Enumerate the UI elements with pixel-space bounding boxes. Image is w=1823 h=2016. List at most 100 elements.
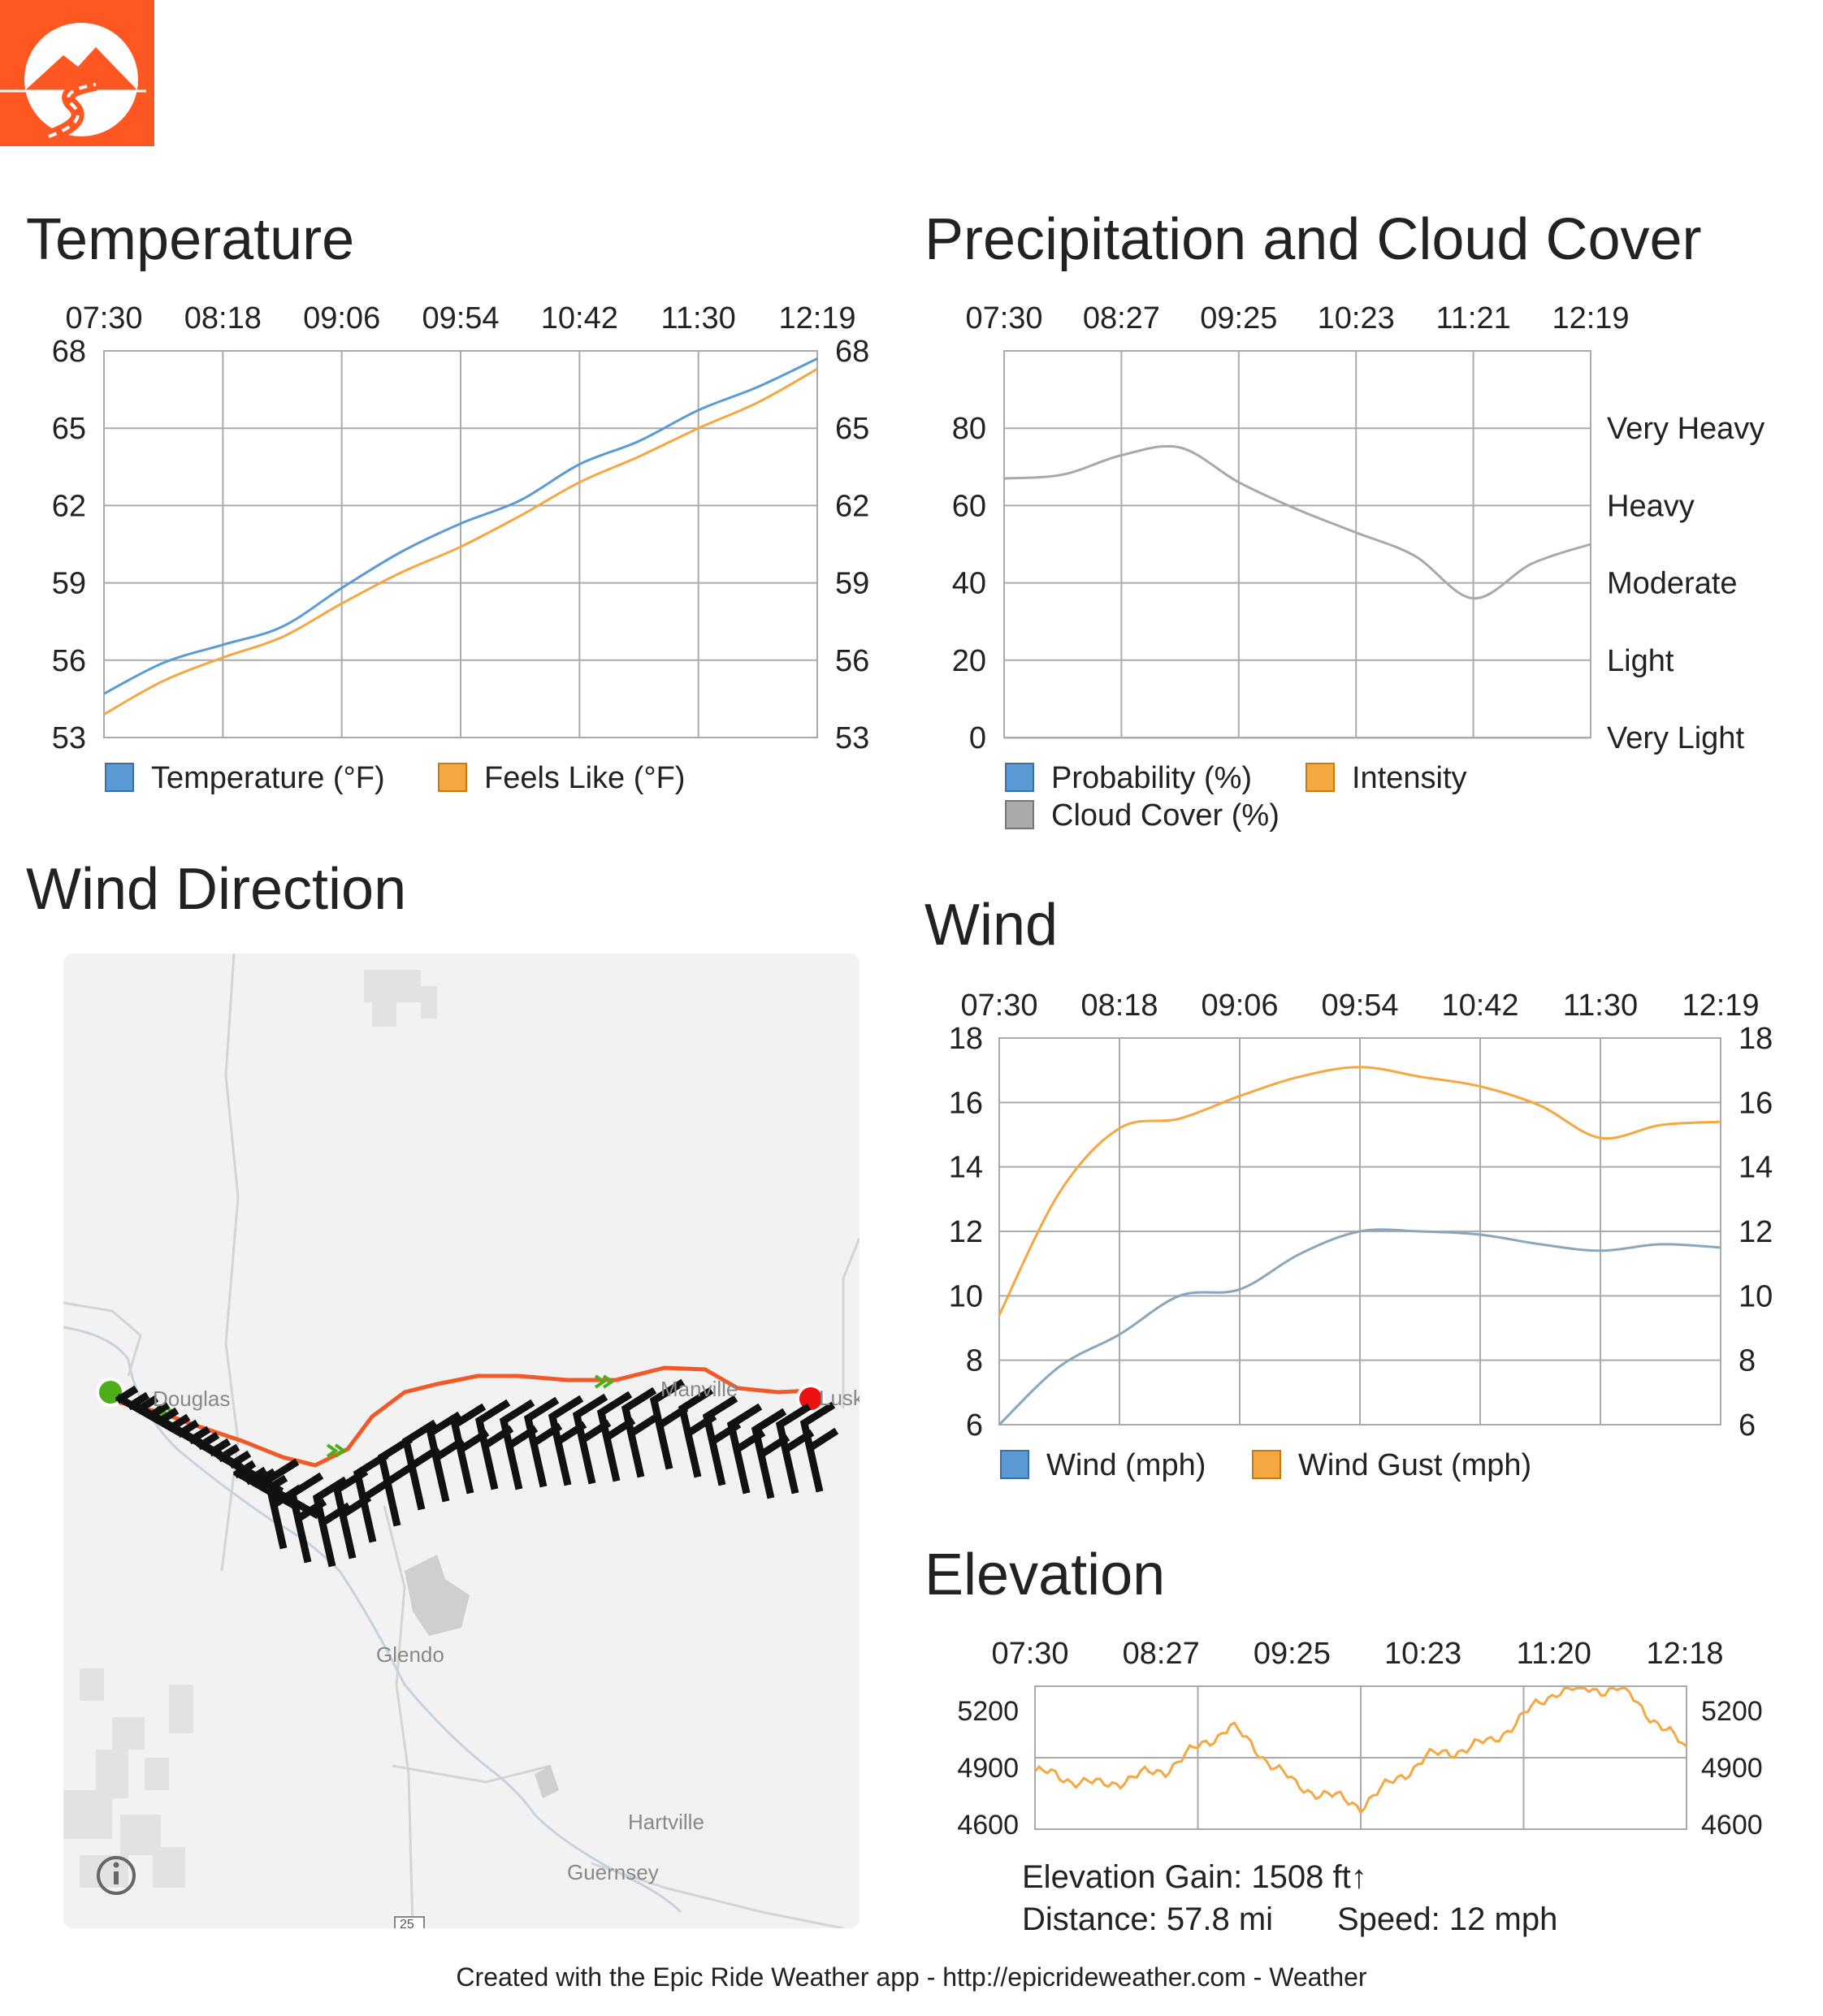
info-icon[interactable]	[97, 1856, 136, 1895]
cloud-cover-line	[1003, 444, 1591, 600]
elevation-title: Elevation	[924, 1542, 1166, 1607]
map-label-guernsey: Guernsey	[567, 1860, 659, 1884]
wind-y-tick: 6	[1739, 1408, 1756, 1443]
wind-time-label: 07:30	[960, 989, 1037, 1023]
precipitation-time-label: 09:25	[1200, 301, 1277, 335]
feels-like-legend-swatch	[438, 763, 467, 792]
app-title: Epic Ride Weather	[698, 27, 1125, 81]
route-speed: Speed: 12 mph	[1337, 1901, 1557, 1937]
temperature-y-tick: 68	[835, 335, 869, 369]
elevation-axis-labels: 07:30 08:27 09:25 10:23 11:20 12:18 5200 5200 49…	[957, 1637, 1762, 1841]
temperature-y-tick: 68	[52, 335, 86, 369]
wind-direction-title: Wind Direction	[26, 857, 407, 922]
temperature-legend-swatch	[105, 763, 134, 792]
wind-title: Wind	[924, 893, 1059, 958]
wind-y-tick: 18	[1739, 1022, 1773, 1056]
wind-y-tick: 8	[966, 1344, 983, 1378]
map-label-glendo: Glendo	[376, 1642, 444, 1667]
wind-barbs	[115, 1378, 839, 1568]
elevation-y-tick: 4600	[957, 1810, 1019, 1841]
temperature-time-label: 12:19	[778, 301, 855, 335]
precipitation-intensity-tick: Moderate	[1607, 567, 1738, 601]
wind-y-tick: 10	[949, 1279, 983, 1313]
cloud-cover-legend-swatch	[1005, 800, 1034, 829]
route-distance: Distance: 57.8 mi	[1022, 1901, 1273, 1937]
elevation-y-tick: 5200	[957, 1696, 1019, 1727]
temperature-time-label: 09:06	[303, 301, 380, 335]
elevation-y-tick: 4600	[1701, 1810, 1763, 1841]
precipitation-time-label: 11:21	[1435, 301, 1510, 335]
intensity-legend-swatch	[1306, 763, 1335, 792]
temperature-y-tick: 53	[52, 721, 86, 755]
wind-time-label: 09:06	[1201, 989, 1278, 1023]
elevation-time-label: 07:30	[991, 1637, 1068, 1671]
wind-y-tick: 18	[949, 1022, 983, 1056]
wind-line	[998, 1228, 1721, 1426]
header-bar: Epic Ride Weather July 6, 2023 at 07:30	[0, 0, 1823, 146]
temperature-y-tick: 53	[835, 721, 869, 755]
feels-like-legend-label: Feels Like (°F)	[484, 761, 685, 795]
precipitation-time-label: 10:23	[1318, 301, 1395, 335]
elevation-gain: Elevation Gain: 1508 ft↑	[1022, 1859, 1367, 1895]
temperature-y-tick: 65	[52, 412, 86, 446]
wind-y-tick: 14	[949, 1151, 983, 1185]
lake-patch	[535, 1766, 559, 1798]
temperature-y-tick: 62	[835, 489, 869, 523]
map-canvas: Douglas Manville Lusk Glendo Hartville G…	[63, 954, 860, 1928]
probability-legend-label: Probability (%)	[1051, 761, 1252, 795]
glendo-reservoir	[405, 1555, 470, 1636]
precipitation-intensity-tick: Very Light	[1607, 721, 1744, 755]
temperature-chart: Temperature (°F) Feels Like (°F) 07:30 08…	[52, 301, 870, 795]
elevation-chart: Elevation Gain: 1508 ft↑ Distance: 57.8 …	[957, 1637, 1762, 1937]
precipitation-intensity-tick: Very Heavy	[1607, 412, 1765, 446]
wind-y-tick: 12	[949, 1215, 983, 1249]
wind-time-label: 10:42	[1441, 989, 1518, 1023]
precipitation-y-tick: 0	[969, 721, 986, 755]
map-label-douglas: Douglas	[153, 1387, 230, 1411]
wind-y-tick: 16	[949, 1086, 983, 1120]
precipitation-time-label: 07:30	[965, 301, 1042, 335]
wind-y-tick: 14	[1739, 1151, 1773, 1185]
map-label-manville: Manville	[660, 1377, 738, 1401]
report-date: July 6, 2023 at 07:30	[747, 84, 1076, 122]
temperature-time-label: 10:42	[541, 301, 618, 335]
probability-legend-swatch	[1005, 763, 1034, 792]
temperature-time-label: 09:54	[422, 301, 499, 335]
epic-ride-logo-icon	[0, 0, 154, 146]
temperature-y-tick: 56	[52, 644, 86, 678]
temperature-time-label: 07:30	[65, 301, 142, 335]
wind-legend-label: Wind (mph)	[1046, 1448, 1206, 1482]
route-line	[110, 1365, 812, 1468]
wind-time-label: 08:18	[1080, 989, 1158, 1023]
precipitation-time-label: 12:19	[1552, 301, 1629, 335]
wind-gust-line	[998, 1066, 1721, 1316]
map-label-lusk: Lusk	[819, 1386, 860, 1410]
temperature-line	[103, 357, 818, 695]
precipitation-intensity-tick: Light	[1607, 644, 1674, 678]
precipitation-y-tick: 20	[952, 644, 986, 678]
map-label-hartville: Hartville	[628, 1810, 704, 1834]
temperature-time-label: 11:30	[661, 301, 736, 335]
temperature-grid	[103, 350, 818, 738]
wind-chart: Wind (mph) Wind Gust (mph) 07:30 08:18 09:…	[949, 989, 1773, 1482]
elevation-time-label: 08:27	[1123, 1637, 1200, 1671]
temperature-title: Temperature	[26, 207, 355, 272]
precipitation-intensity-tick: Heavy	[1607, 489, 1695, 523]
temperature-y-tick: 59	[52, 567, 86, 601]
elevation-y-tick: 4900	[957, 1753, 1019, 1784]
wind-direction-map[interactable]: Douglas Manville Lusk Glendo Hartville G…	[63, 954, 860, 1928]
temperature-y-tick: 62	[52, 489, 86, 523]
highway-shield-icon	[394, 1916, 425, 1928]
temperature-y-tick: 59	[835, 567, 869, 601]
wind-time-label: 09:54	[1321, 989, 1398, 1023]
map-label-highway: 25	[400, 1918, 414, 1928]
wind-y-tick: 10	[1739, 1279, 1773, 1313]
intensity-legend-label: Intensity	[1352, 761, 1467, 795]
wind-gust-legend-swatch	[1252, 1450, 1281, 1479]
wind-barb	[799, 1401, 839, 1493]
elevation-time-label: 11:20	[1517, 1637, 1591, 1671]
precipitation-y-tick: 40	[952, 567, 986, 601]
temperature-legend-label: Temperature (°F)	[151, 761, 385, 795]
